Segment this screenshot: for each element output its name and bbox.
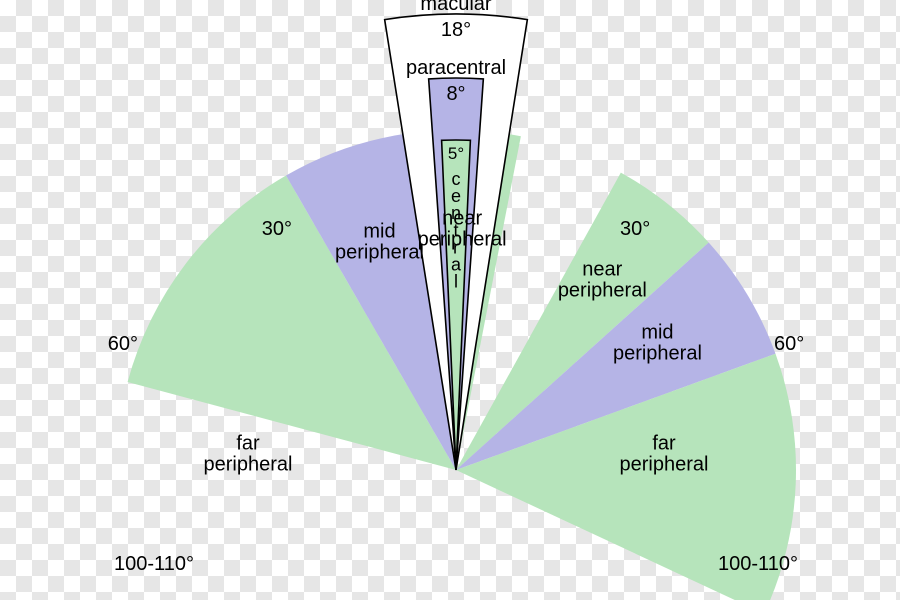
edge-tick-5: 100-110° (718, 553, 798, 575)
edge-tick-2: 60° (108, 333, 138, 355)
wedge-title-paracentral: paracentral (406, 57, 506, 79)
wedge-angle-paracentral: 8° (446, 83, 465, 105)
edge-tick-0: 30° (262, 218, 292, 240)
wedge-angle-central: 5° (448, 144, 464, 163)
wedge-angle-macular: 18° (441, 19, 471, 41)
edge-tick-3: 60° (774, 333, 804, 355)
edge-tick-4: 100-110° (114, 553, 194, 575)
wedge-title-macular: macular (420, 0, 491, 15)
sector-label-far-left: farperipheral (204, 433, 293, 476)
edge-tick-1: 30° (620, 218, 650, 240)
